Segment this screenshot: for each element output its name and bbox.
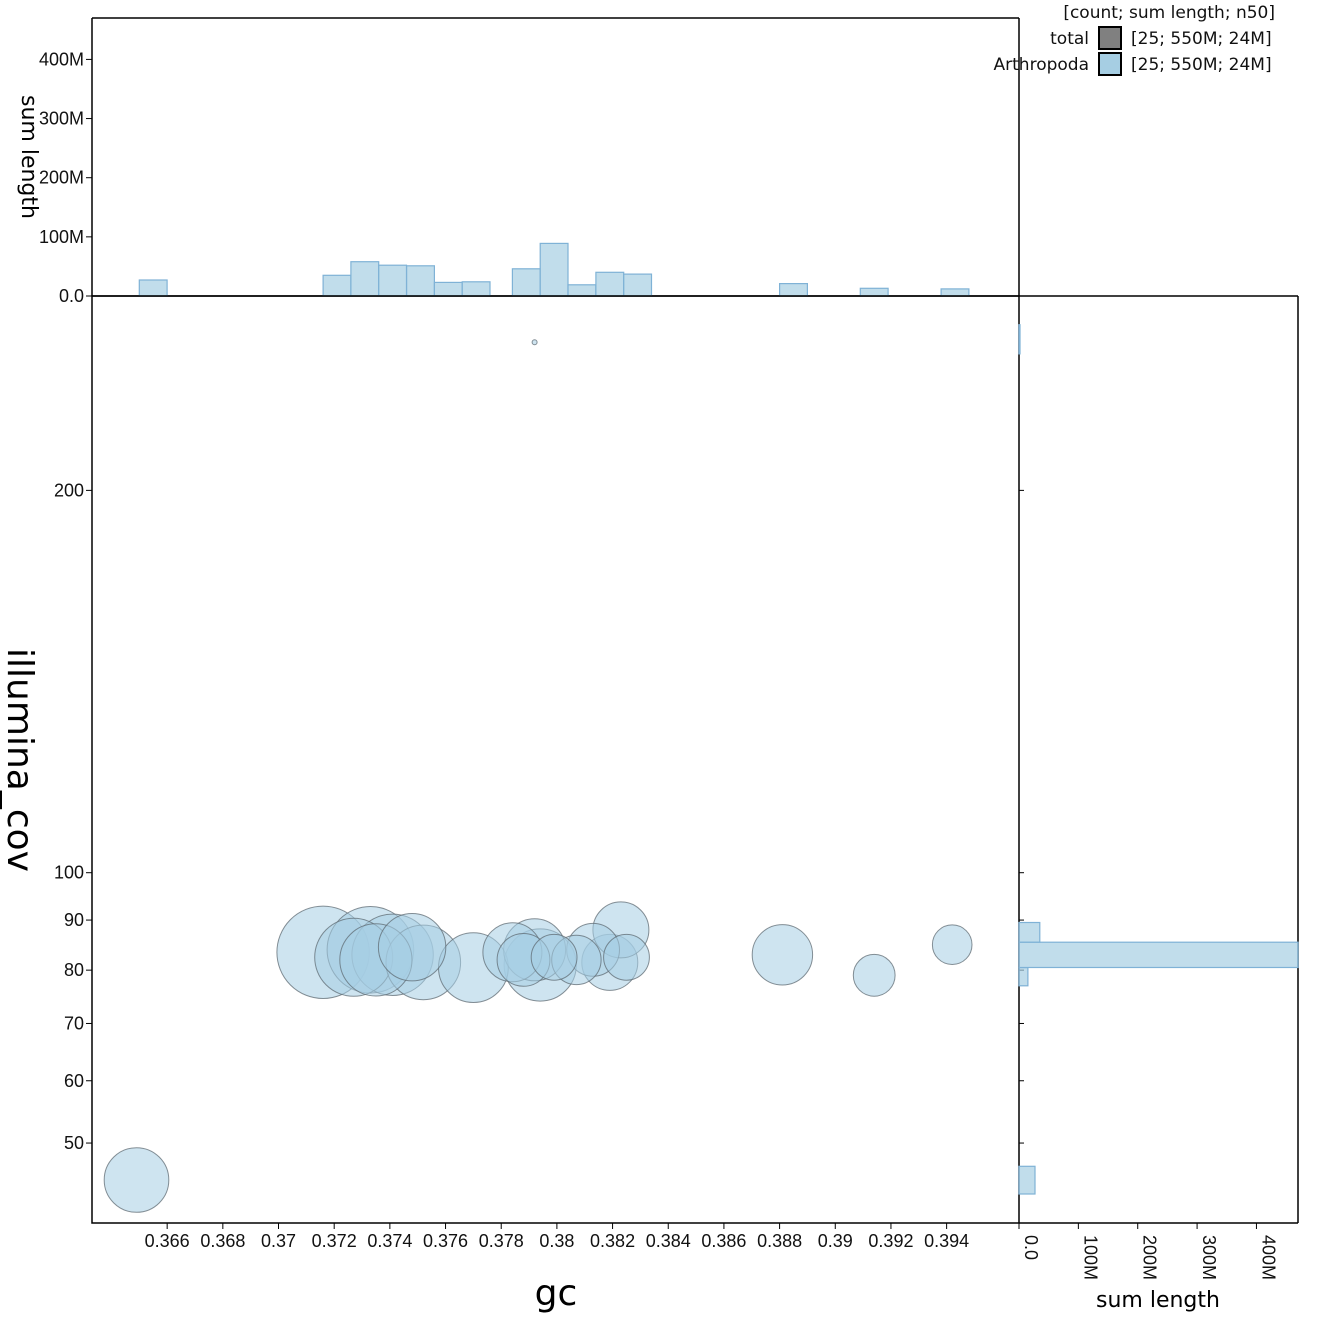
x-tick-label: 0.37 — [261, 1231, 296, 1251]
scatter-point — [931, 924, 973, 966]
right-hist-bar — [1018, 941, 1299, 969]
y-tick-label: 90 — [64, 910, 84, 930]
top-hist-tick-label: 200M — [39, 168, 84, 188]
right-hist-bar — [1018, 966, 1029, 987]
x-tick-label: 0.372 — [312, 1231, 357, 1251]
x-tick-label: 0.394 — [924, 1231, 969, 1251]
top-hist-y-axis-title: sum length — [16, 95, 41, 219]
right-hist-bar — [1018, 921, 1041, 943]
x-axis-ticks: 0.366 0.368 0.37 0.372 0.374 0.376 0.378 0.38 0.… — [145, 1223, 969, 1251]
x-tick-label: 0.374 — [367, 1231, 412, 1251]
scatter-point — [603, 933, 650, 981]
right-hist-tick-label: 100M — [1080, 1235, 1100, 1280]
top-hist-tick-label: 400M — [39, 49, 84, 69]
x-tick-label: 0.386 — [701, 1231, 746, 1251]
right-hist-bar — [1018, 1165, 1036, 1195]
y-tick-label: 100 — [54, 863, 84, 883]
legend-header: [count; sum length; n50] — [1063, 3, 1275, 23]
legend-swatch-total — [1098, 26, 1122, 50]
right-hist-bars — [1018, 324, 1299, 1195]
right-histogram-panel: 0.0 100M 200M 300M 400M sum length — [1018, 295, 1299, 1313]
legend-swatch-arthropoda — [1098, 52, 1122, 76]
x-tick-label: 0.38 — [539, 1231, 574, 1251]
top-hist-bar — [138, 279, 168, 297]
y-tick-label: 50 — [64, 1133, 84, 1153]
legend-label-total: total — [1050, 29, 1089, 49]
right-hist-x-ticks: 0.0 100M 200M 300M 400M — [1018, 1223, 1278, 1280]
top-hist-bar — [350, 261, 380, 297]
y-tick-label: 70 — [64, 1013, 84, 1033]
top-hist-tick-label: 0.0 — [59, 286, 84, 306]
top-hist-bar — [778, 283, 808, 297]
scatter-point — [531, 339, 538, 346]
top-hist-bar — [433, 281, 463, 297]
top-hist-bars — [92, 242, 1019, 297]
scatter-points — [103, 339, 973, 1213]
top-hist-bar — [595, 271, 625, 297]
x-tick-label: 0.392 — [868, 1231, 913, 1251]
x-tick-label: 0.366 — [145, 1231, 190, 1251]
top-hist-bar — [378, 264, 408, 297]
right-hist-x-axis-title: sum length — [1096, 1288, 1220, 1313]
y-tick-label: 60 — [64, 1071, 84, 1091]
scatter-point — [751, 924, 814, 986]
legend-entry-arthropoda: Arthropoda [25; 550M; 24M] — [994, 52, 1272, 76]
top-hist-y-ticks: 0.0 100M 200M 300M 400M — [39, 49, 92, 306]
main-plot-frame — [91, 295, 1020, 1224]
y-tick-label: 200 — [54, 480, 84, 500]
legend-label-arthropoda: Arthropoda — [994, 55, 1089, 75]
x-axis-title: gc — [535, 1273, 578, 1314]
legend-stats-total: [25; 550M; 24M] — [1131, 29, 1272, 49]
x-tick-label: 0.382 — [590, 1231, 635, 1251]
legend-stats-arthropoda: [25; 550M; 24M] — [1131, 55, 1272, 75]
x-tick-label: 0.376 — [423, 1231, 468, 1251]
x-tick-label: 0.384 — [646, 1231, 691, 1251]
x-tick-label: 0.368 — [200, 1231, 245, 1251]
top-hist-tick-label: 300M — [39, 109, 84, 129]
y-axis-ticks: 50 60 70 80 90 100 200 — [54, 480, 1024, 1153]
legend-entry-total: total [25; 550M; 24M] — [1050, 26, 1272, 50]
top-hist-bar — [567, 284, 597, 297]
main-scatter-panel: 0.366 0.368 0.37 0.372 0.374 0.376 0.378 0.38 0.… — [0, 295, 1024, 1314]
top-hist-bar — [511, 268, 541, 297]
legend: [count; sum length; n50] total [25; 550M… — [994, 3, 1275, 76]
y-axis-title: illumina_cov — [0, 648, 40, 872]
top-hist-bar — [623, 273, 653, 297]
top-hist-bar — [940, 288, 970, 297]
scatter-point — [852, 953, 896, 997]
top-hist-bar — [406, 265, 436, 297]
x-tick-label: 0.388 — [757, 1231, 802, 1251]
scatter-point — [530, 933, 578, 981]
y-tick-label: 80 — [64, 960, 84, 980]
right-hist-tick-label: 200M — [1140, 1235, 1160, 1280]
top-hist-bar — [461, 281, 491, 297]
right-hist-tick-label: 300M — [1199, 1235, 1219, 1280]
top-hist-bar — [322, 274, 352, 297]
top-hist-bar — [859, 287, 889, 297]
scatter-point — [103, 1147, 170, 1213]
top-hist-bar — [539, 242, 569, 297]
right-hist-tick-label: 0.0 — [1021, 1235, 1041, 1260]
scatter-point — [377, 913, 447, 982]
top-histogram-panel: 0.0 100M 200M 300M 400M sum length — [16, 17, 1020, 306]
x-tick-label: 0.378 — [479, 1231, 524, 1251]
x-tick-label: 0.39 — [818, 1231, 853, 1251]
right-hist-tick-label: 400M — [1258, 1235, 1278, 1280]
top-hist-tick-label: 100M — [39, 227, 84, 247]
right-hist-bar — [1018, 324, 1021, 355]
